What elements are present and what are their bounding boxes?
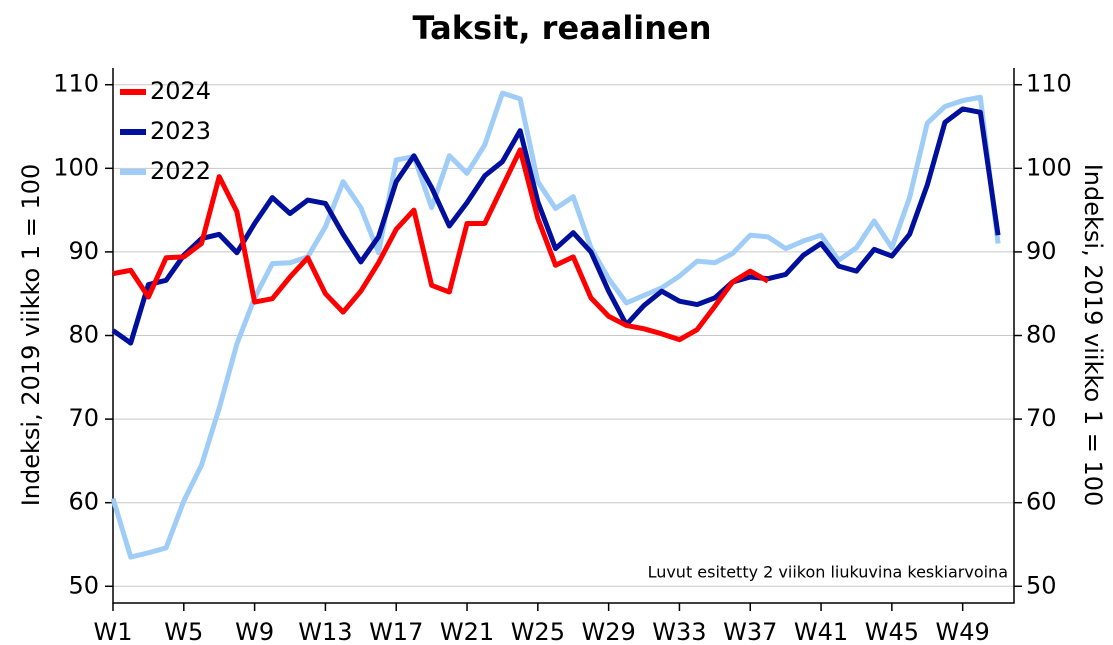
series-line bbox=[112, 147, 770, 343]
x-tick-label: W29 bbox=[581, 618, 635, 645]
y2-tick-label: 90 bbox=[1026, 237, 1057, 265]
series-line bbox=[110, 90, 1001, 560]
legend-label: 2022 bbox=[150, 157, 211, 185]
x-tick-label: W13 bbox=[298, 618, 352, 645]
y2-tick-label: 80 bbox=[1026, 321, 1057, 349]
x-tick-label: W25 bbox=[511, 618, 565, 645]
y-tick-label: 110 bbox=[53, 70, 99, 98]
series-line bbox=[111, 106, 1001, 346]
y-tick-label: 50 bbox=[68, 571, 99, 599]
x-tick-label: W49 bbox=[936, 618, 990, 645]
x-tick-label: W5 bbox=[164, 618, 203, 645]
x-tick-label: W37 bbox=[723, 618, 777, 645]
y-axis-label: Indeksi, 2019 viikko 1 = 100 bbox=[17, 164, 45, 507]
y-tick-label: 60 bbox=[68, 488, 99, 516]
y-tick-label: 80 bbox=[68, 321, 99, 349]
annotation: Luvut esitetty 2 viikon liukuvina keskia… bbox=[648, 563, 1008, 582]
x-tick-label: W1 bbox=[94, 618, 133, 645]
y2-tick-label: 70 bbox=[1026, 404, 1057, 432]
y2-tick-label: 110 bbox=[1026, 70, 1072, 98]
x-tick-label: W21 bbox=[440, 618, 494, 645]
chart-title: Taksit, reaalinen bbox=[412, 9, 711, 47]
x-tick-label: W45 bbox=[865, 618, 919, 645]
y-tick-label: 70 bbox=[68, 404, 99, 432]
axis-frame bbox=[112, 68, 1015, 604]
x-tick-label: W41 bbox=[794, 618, 848, 645]
x-tick-label: W33 bbox=[652, 618, 706, 645]
legend-label: 2023 bbox=[150, 117, 211, 145]
y2-tick-label: 60 bbox=[1026, 488, 1057, 516]
y2-tick-label: 100 bbox=[1026, 153, 1072, 181]
x-tick-label: W9 bbox=[235, 618, 274, 645]
y-tick-label: 90 bbox=[68, 237, 99, 265]
y2-axis-label: Indeksi, 2019 viikko 1 = 100 bbox=[1079, 164, 1107, 507]
x-tick-label: W17 bbox=[369, 618, 423, 645]
legend-label: 2024 bbox=[150, 77, 211, 105]
y2-tick-label: 50 bbox=[1026, 571, 1057, 599]
y-tick-label: 100 bbox=[53, 153, 99, 181]
